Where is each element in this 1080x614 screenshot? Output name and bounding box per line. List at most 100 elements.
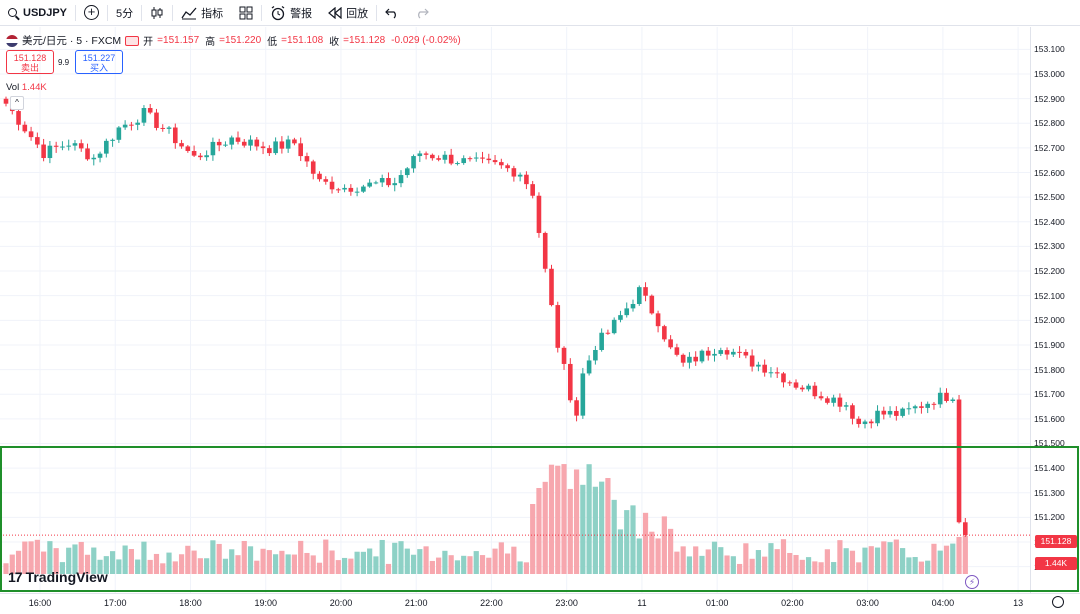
candle-body: [499, 162, 504, 166]
volume-bar: [580, 484, 586, 574]
volume-bar: [837, 540, 843, 574]
price-tick-label: 152.800: [1034, 118, 1065, 129]
toolbar-divider: [141, 4, 143, 21]
candle-body: [135, 122, 140, 125]
candle-body: [687, 356, 692, 363]
time-tick-label: 01:00: [705, 598, 729, 608]
volume-bar: [298, 540, 304, 574]
volume-bar: [172, 561, 178, 574]
price-tick-label: 151.800: [1034, 364, 1065, 375]
price-tick-label: 152.500: [1034, 192, 1065, 203]
chart-type-button[interactable]: [142, 0, 172, 26]
indicators-icon: [181, 7, 197, 19]
volume-bar: [511, 546, 517, 574]
candle-body: [455, 163, 460, 165]
gear-icon[interactable]: [1052, 596, 1064, 608]
candle-body: [536, 195, 542, 233]
candle-body: [292, 139, 297, 144]
symbol-search[interactable]: USDJPY: [0, 0, 75, 26]
compare-button[interactable]: +: [76, 0, 107, 26]
chart-pane[interactable]: [0, 27, 1030, 593]
redo-button[interactable]: [407, 0, 437, 26]
candle-body: [956, 399, 962, 523]
collapse-legend-button[interactable]: ^: [10, 96, 24, 110]
price-tick-label: 152.900: [1034, 93, 1065, 104]
candle-body: [542, 232, 548, 269]
volume-bar: [567, 488, 573, 574]
time-axis[interactable]: [0, 593, 1080, 614]
candle-body: [267, 148, 272, 154]
candle-body: [799, 387, 805, 390]
candle-body: [417, 153, 423, 157]
candle-body: [505, 165, 510, 169]
candle-body: [348, 187, 354, 192]
price-tick-label: 151.200: [1034, 512, 1065, 523]
volume-bar: [429, 560, 435, 574]
toolbar-divider: [376, 4, 378, 21]
volume-bar: [862, 547, 868, 574]
candle-body: [129, 124, 134, 126]
volume-bar: [900, 548, 906, 574]
candle-body: [912, 406, 918, 409]
interval-button[interactable]: 5分: [108, 0, 141, 26]
layout-button[interactable]: [231, 0, 261, 26]
layout-grid-icon: [239, 6, 253, 19]
replay-button[interactable]: 回放: [320, 0, 376, 26]
alert-button[interactable]: 警报: [262, 0, 320, 26]
volume-bar: [335, 560, 341, 574]
candle-body: [831, 397, 836, 403]
price-axis[interactable]: [1030, 27, 1080, 593]
volume-bar: [831, 562, 837, 574]
candlestick-chart[interactable]: [0, 27, 1030, 593]
price-tick-label: 152.600: [1034, 167, 1065, 178]
indicators-button[interactable]: 指标: [173, 0, 231, 26]
candle-body: [768, 372, 774, 374]
time-tick-label: 22:00: [480, 598, 503, 608]
volume-bar: [592, 486, 598, 574]
volume-bar: [530, 503, 536, 574]
volume-bar: [881, 541, 887, 574]
buy-button[interactable]: 151.227 买入: [75, 50, 123, 74]
volume-bar: [962, 535, 968, 574]
candle-body: [91, 157, 97, 160]
us-flag-icon: [6, 34, 18, 47]
open-label: 开: [143, 37, 154, 48]
chevron-up-icon: ^: [15, 98, 19, 107]
volume-bar: [611, 499, 617, 574]
candle-body: [636, 287, 642, 304]
legend-toggle-button[interactable]: [125, 35, 140, 46]
volume-bar: [341, 557, 348, 574]
candle-body: [342, 187, 347, 190]
current-volume-tag: 1.44K: [1035, 557, 1077, 570]
volume-bar: [536, 488, 542, 574]
candle-body: [53, 145, 59, 147]
volume-bar: [736, 563, 743, 574]
candle-body: [430, 154, 435, 159]
volume-bar: [109, 551, 116, 574]
change-value: -0.029 (-0.02%): [391, 35, 461, 46]
time-tick-label: 18:00: [179, 598, 202, 608]
volume-bar: [442, 550, 448, 574]
candle-body: [812, 385, 818, 397]
volume-bar: [680, 546, 686, 574]
time-tick-label: 04:00: [931, 598, 955, 608]
candle-body: [16, 111, 21, 125]
candle-body: [442, 154, 448, 160]
volume-bar: [28, 541, 34, 574]
sell-button[interactable]: 151.128 卖出: [6, 50, 54, 74]
candle-body: [862, 421, 868, 425]
volume-bar: [843, 548, 849, 574]
candle-body: [304, 156, 310, 162]
volume-bar: [630, 505, 636, 574]
candle-body: [116, 127, 122, 140]
lightning-icon[interactable]: ⚡: [965, 575, 979, 589]
volume-bar: [711, 541, 718, 574]
volume-bar: [674, 551, 680, 574]
undo-button[interactable]: [377, 0, 407, 26]
candle-body: [668, 339, 673, 348]
tradingview-logo[interactable]: 17 TradingView: [8, 569, 108, 585]
candle-body: [78, 143, 84, 149]
candle-body: [630, 303, 636, 309]
volume-bar: [655, 538, 661, 574]
price-tick-label: 151.900: [1034, 339, 1065, 350]
